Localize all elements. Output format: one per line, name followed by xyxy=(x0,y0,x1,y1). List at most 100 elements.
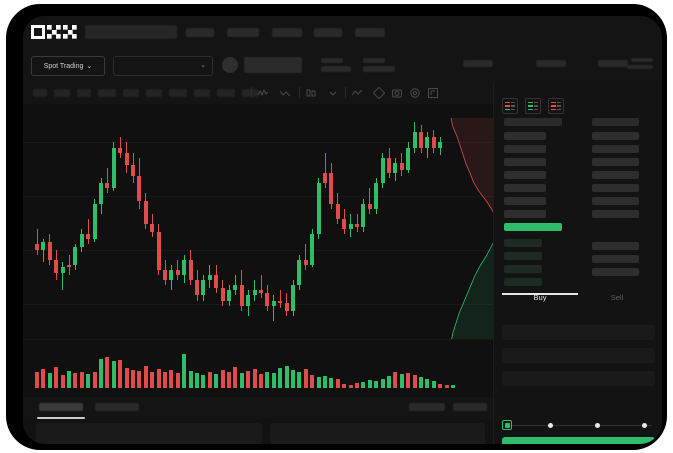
stat-5-value xyxy=(598,60,628,67)
nav-item-1[interactable] xyxy=(186,28,214,37)
timeframe-button-4[interactable] xyxy=(98,89,116,97)
slider-step-3[interactable] xyxy=(595,422,600,428)
last-price xyxy=(244,57,302,73)
volume-bar xyxy=(297,371,302,388)
orderbook-ask-row[interactable] xyxy=(504,171,546,179)
tab-sell[interactable]: Sell xyxy=(579,293,655,302)
toolbar-divider xyxy=(345,87,346,98)
slider-step-4[interactable] xyxy=(642,422,647,428)
stat-2-value xyxy=(363,66,395,72)
volume-bar xyxy=(227,372,231,388)
line-chart-icon[interactable] xyxy=(351,87,363,99)
volume-bar xyxy=(150,371,155,388)
volume-bar xyxy=(259,374,263,388)
bottom-tab-1[interactable] xyxy=(39,403,83,411)
bottom-action-1[interactable] xyxy=(409,403,445,411)
market-type-label: Spot Trading xyxy=(43,62,84,70)
trading-pair-selector[interactable]: ⌄ xyxy=(113,56,213,76)
chevron-down-icon[interactable] xyxy=(327,87,339,99)
volume-bar xyxy=(156,368,161,388)
orderbook-right-row[interactable] xyxy=(592,255,639,263)
order-field-1[interactable] xyxy=(502,325,655,340)
chevron-down-icon: ⌄ xyxy=(200,62,206,69)
volume-bar xyxy=(419,377,423,388)
timeframe-button-2[interactable] xyxy=(54,89,70,97)
nav-item-4[interactable] xyxy=(314,28,342,37)
orderbook-ask-row[interactable] xyxy=(504,184,546,192)
submit-order-button[interactable] xyxy=(502,437,655,444)
orderbook-bid-row[interactable] xyxy=(504,252,542,260)
volume-bar xyxy=(124,367,129,388)
bottom-panel-1[interactable] xyxy=(36,423,262,444)
bottom-action-2[interactable] xyxy=(453,403,487,411)
candlestick-chart[interactable] xyxy=(23,104,493,339)
orderbook-right-row[interactable] xyxy=(592,158,639,166)
orderbook-ask-row[interactable] xyxy=(504,132,546,140)
timeframe-button-8[interactable] xyxy=(194,89,210,97)
orderbook-right-row[interactable] xyxy=(592,132,639,140)
logo-letter-x xyxy=(63,25,77,39)
order-field-2[interactable] xyxy=(502,348,655,363)
slider-step-2[interactable] xyxy=(548,422,553,428)
orderbook-ask-row[interactable] xyxy=(504,145,546,153)
orderbook-right-row[interactable] xyxy=(592,145,639,153)
tablet-bezel: Spot Trading ⌄ ⌄ xyxy=(6,4,667,450)
market-type-selector[interactable]: Spot Trading ⌄ xyxy=(31,56,105,76)
volume-bar xyxy=(412,375,417,388)
ticker-extra-1 xyxy=(631,58,653,62)
orderbook-right-row[interactable] xyxy=(592,171,639,179)
chart-gridline xyxy=(23,250,493,251)
orderbook-ask-row[interactable] xyxy=(504,158,546,166)
indicator-icon[interactable] xyxy=(257,87,269,99)
volume-bar xyxy=(182,354,187,388)
orderbook-bid-row[interactable] xyxy=(504,265,542,273)
fullscreen-icon[interactable] xyxy=(427,87,439,99)
nav-item-5[interactable] xyxy=(355,28,385,37)
ruler-icon[interactable] xyxy=(373,87,385,99)
candle-type-icon[interactable] xyxy=(305,87,317,99)
orderbook-header-right xyxy=(592,118,639,126)
orderbook-right-row[interactable] xyxy=(592,268,639,276)
nav-item-2[interactable] xyxy=(227,28,259,37)
orderbook-bid-row[interactable] xyxy=(504,239,542,247)
logo-letter-o xyxy=(31,25,45,39)
asks-area xyxy=(451,118,503,228)
okx-logo[interactable] xyxy=(31,25,77,39)
amount-slider[interactable] xyxy=(502,420,655,430)
compare-icon[interactable] xyxy=(279,87,291,99)
bids-area xyxy=(451,228,503,342)
orderbook-ask-row[interactable] xyxy=(504,197,546,205)
volume-bar xyxy=(316,377,321,388)
timeframe-button-1[interactable] xyxy=(33,89,47,97)
orderbook-right-row[interactable] xyxy=(592,242,639,250)
orderbook-right-row[interactable] xyxy=(592,210,639,218)
chevron-down-icon: ⌄ xyxy=(86,63,93,70)
order-field-3[interactable] xyxy=(502,371,655,386)
timeframe-button-10[interactable] xyxy=(242,89,258,97)
bottom-panel-2[interactable] xyxy=(270,423,485,444)
orderbook-bids-icon[interactable] xyxy=(525,98,541,114)
orderbook-right-row[interactable] xyxy=(592,197,639,205)
orderbook-both-icon[interactable] xyxy=(502,98,518,114)
orderbook-ask-row[interactable] xyxy=(504,210,546,218)
bottom-tab-2[interactable] xyxy=(95,403,139,411)
tab-buy[interactable]: Buy xyxy=(502,293,578,302)
volume-bar xyxy=(310,375,315,388)
orderbook-right-row[interactable] xyxy=(592,184,639,192)
timeframe-button-6[interactable] xyxy=(146,89,162,97)
slider-handle[interactable] xyxy=(502,420,512,430)
search-input[interactable] xyxy=(85,25,177,39)
chart-gridline xyxy=(23,142,493,143)
camera-icon[interactable] xyxy=(391,87,403,99)
timeframe-button-7[interactable] xyxy=(169,89,187,97)
orderbook-price-highlight[interactable] xyxy=(504,223,562,231)
timeframe-button-3[interactable] xyxy=(77,89,91,97)
settings-icon[interactable] xyxy=(409,87,421,99)
stat-1-value xyxy=(321,66,351,72)
nav-item-3[interactable] xyxy=(272,28,302,37)
orderbook-asks-icon[interactable] xyxy=(548,98,564,114)
orderbook-bid-row[interactable] xyxy=(504,278,542,286)
timeframe-button-5[interactable] xyxy=(123,89,139,97)
timeframe-button-9[interactable] xyxy=(217,89,235,97)
